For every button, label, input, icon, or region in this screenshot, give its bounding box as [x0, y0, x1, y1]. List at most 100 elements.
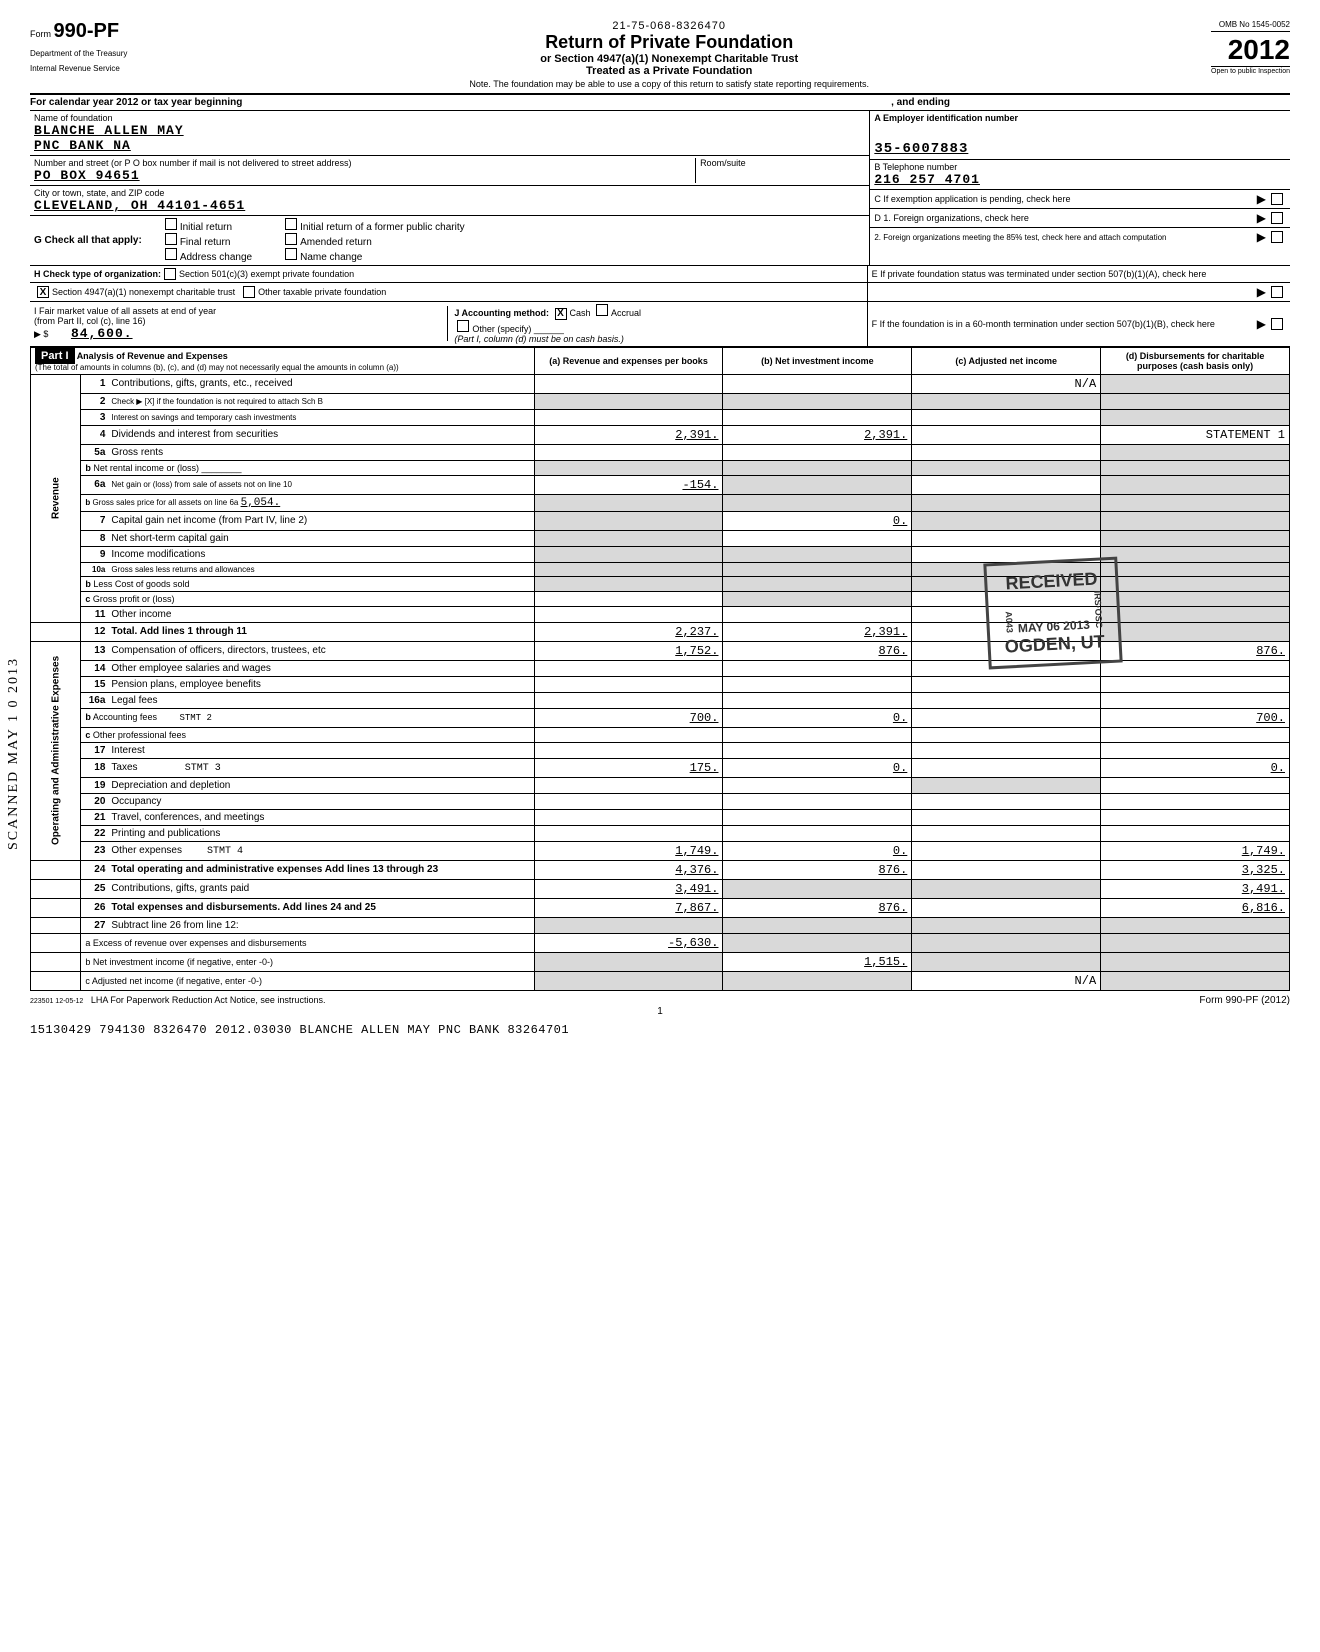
street-address: PO BOX 94651 — [34, 168, 695, 183]
i-label: I Fair market value of all assets at end… — [34, 306, 216, 316]
footer-code: 223501 12-05-12 — [30, 998, 83, 1005]
i-note: (Part I, column (d) must be on cash basi… — [454, 334, 624, 344]
line-10a: Gross sales less returns and allowances — [111, 565, 254, 574]
i-value: 84,600. — [71, 326, 133, 341]
checkbox-name-change[interactable] — [285, 248, 297, 260]
line-9: Income modifications — [111, 549, 205, 560]
checkbox-former-public[interactable] — [285, 218, 297, 230]
line-27b: b Net investment income (if negative, en… — [85, 957, 273, 967]
header-grid: Name of foundation BLANCHE ALLEN MAY PNC… — [30, 111, 1290, 266]
stmt2: STMT 2 — [179, 713, 211, 723]
l16b-b: 0. — [723, 708, 912, 727]
l23-a: 1,749. — [534, 841, 723, 860]
l26-a: 7,867. — [534, 898, 723, 917]
arrow-icon: ▶ — [1257, 211, 1266, 225]
line-21: Travel, conferences, and meetings — [111, 812, 264, 823]
line-27a: a Excess of revenue over expenses and di… — [85, 938, 306, 948]
checkbox-c[interactable] — [1271, 193, 1283, 205]
arrow-icon: ▶ — [1257, 285, 1266, 299]
l25-a: 3,491. — [534, 879, 723, 898]
form-number: 990-PF — [54, 20, 120, 42]
line-2: Check ▶ [X] if the foundation is not req… — [111, 397, 323, 406]
checkbox-501c3[interactable] — [164, 268, 176, 280]
part1-title: Analysis of Revenue and Expenses — [77, 351, 228, 361]
l18-a: 175. — [534, 758, 723, 777]
dept-treasury: Department of the Treasury — [30, 49, 127, 58]
line-1: Contributions, gifts, grants, etc., rece… — [111, 378, 292, 389]
line-10c: Gross profit or (loss) — [93, 594, 175, 604]
addr-label: Number and street (or P O box number if … — [34, 158, 695, 168]
checkbox-final-return[interactable] — [165, 233, 177, 245]
col-a-header: (a) Revenue and expenses per books — [534, 347, 723, 374]
omb-number: OMB No 1545-0052 — [1211, 20, 1290, 32]
c-label: C If exemption application is pending, c… — [874, 194, 1254, 204]
line-13: Compensation of officers, directors, tru… — [111, 645, 325, 656]
part1-table: Part I Analysis of Revenue and Expenses … — [30, 347, 1290, 991]
line-18: Taxes — [111, 762, 137, 773]
j-other: Other (specify) — [472, 324, 531, 334]
checkbox-other-taxable[interactable] — [243, 286, 255, 298]
line-16c: Other professional fees — [93, 730, 186, 740]
line-16a: Legal fees — [111, 695, 157, 706]
stmt3: STMT 3 — [185, 763, 221, 774]
file-number: 21-75-068-8326470 — [137, 20, 1201, 32]
checkbox-accrual[interactable] — [596, 304, 608, 316]
l24-d: 3,325. — [1101, 860, 1290, 879]
l12-a: 2,237. — [534, 622, 723, 641]
foundation-name-1: BLANCHE ALLEN MAY — [34, 123, 865, 138]
line-26: Total expenses and disbursements. Add li… — [111, 902, 376, 913]
cal-begin: For calendar year 2012 or tax year begin… — [30, 97, 891, 108]
l13-d: 876. — [1101, 641, 1290, 660]
checkbox-other-acct[interactable] — [457, 320, 469, 332]
opt-name-change: Name change — [300, 252, 362, 263]
l12-b: 2,391. — [723, 622, 912, 641]
footer-form: Form 990-PF (2012) — [1199, 995, 1290, 1006]
opt-final-return: Final return — [180, 237, 231, 248]
stmt4: STMT 4 — [207, 846, 243, 857]
checkbox-d1[interactable] — [1271, 212, 1283, 224]
checkbox-4947a1[interactable]: X — [37, 286, 49, 298]
line-19: Depreciation and depletion — [111, 780, 230, 791]
l6a-a: -154. — [534, 475, 723, 494]
l4-a: 2,391. — [534, 425, 723, 444]
main-title: Return of Private Foundation — [137, 32, 1201, 53]
j-cash: Cash — [570, 308, 591, 318]
col-b-header: (b) Net investment income — [723, 347, 912, 374]
checkbox-e[interactable] — [1271, 286, 1283, 298]
line-25: Contributions, gifts, grants paid — [111, 883, 249, 894]
line-23: Other expenses — [111, 845, 182, 856]
opt-other-taxable: Other taxable private foundation — [258, 287, 386, 297]
line-11: Other income — [111, 609, 171, 620]
l26-d: 6,816. — [1101, 898, 1290, 917]
line-10b: Less Cost of goods sold — [93, 579, 189, 589]
l26-b: 876. — [723, 898, 912, 917]
line-4: Dividends and interest from securities — [111, 429, 278, 440]
part1-label: Part I — [35, 348, 75, 364]
footer-lha: LHA For Paperwork Reduction Act Notice, … — [91, 995, 326, 1005]
arrow-icon: ▶ — [1257, 192, 1266, 206]
l4-b: 2,391. — [723, 425, 912, 444]
l18-b: 0. — [723, 758, 912, 777]
l16b-a: 700. — [534, 708, 723, 727]
line-20: Occupancy — [111, 796, 161, 807]
form-label-block: Form 990-PF Department of the Treasury I… — [30, 20, 127, 73]
bottom-line: 15130429 794130 8326470 2012.03030 BLANC… — [30, 1023, 1290, 1037]
l24-b: 876. — [723, 860, 912, 879]
name-label: Name of foundation — [34, 113, 865, 123]
arrow-icon: ▶ — [1257, 230, 1266, 244]
checkbox-cash[interactable]: X — [555, 308, 567, 320]
checkbox-initial-return[interactable] — [165, 218, 177, 230]
l7-b: 0. — [723, 511, 912, 530]
line-27c: c Adjusted net income (if negative, ente… — [85, 976, 262, 986]
checkbox-f[interactable] — [1271, 318, 1283, 330]
tel-value: 216 257 4701 — [874, 172, 1286, 187]
checkbox-address-change[interactable] — [165, 248, 177, 260]
col-c-header: (c) Adjusted net income — [912, 347, 1101, 374]
checkbox-d2[interactable] — [1271, 231, 1283, 243]
dept-irs: Internal Revenue Service — [30, 64, 127, 73]
opt-address-change: Address change — [180, 252, 252, 263]
line-12: Total. Add lines 1 through 11 — [111, 626, 247, 637]
checkbox-amended[interactable] — [285, 233, 297, 245]
e-label: E If private foundation status was termi… — [872, 269, 1286, 279]
j-accrual: Accrual — [611, 308, 641, 318]
